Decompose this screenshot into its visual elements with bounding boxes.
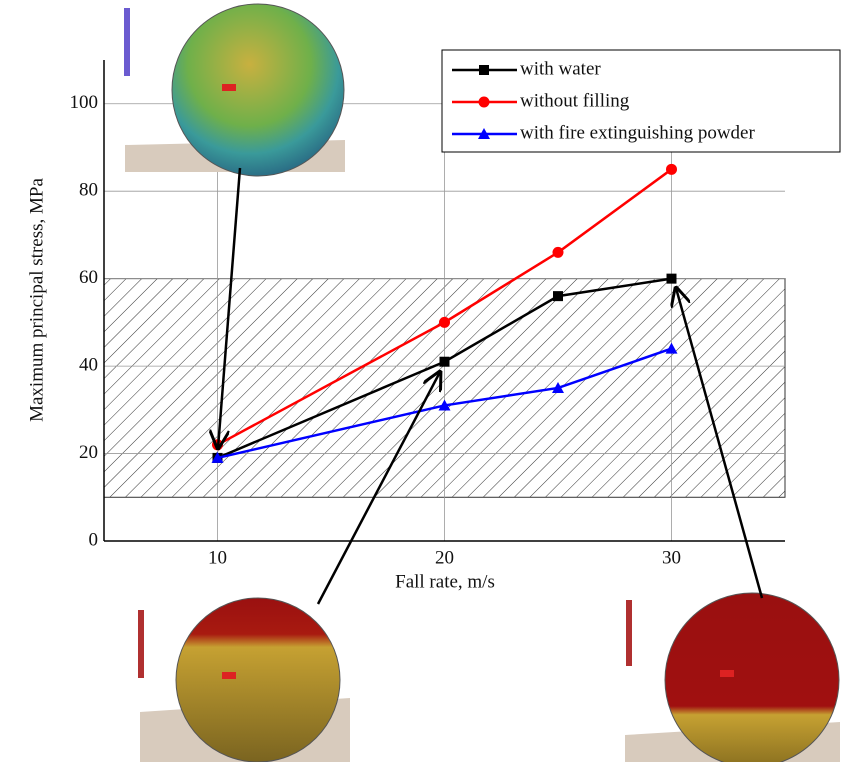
legend-label: without filling bbox=[520, 90, 630, 111]
arrows bbox=[218, 167, 764, 605]
marker bbox=[439, 356, 450, 367]
y-tick-label: 100 bbox=[70, 92, 99, 113]
legend-label: with fire extinguishing powder bbox=[520, 122, 755, 143]
y-tick-label: 60 bbox=[79, 267, 98, 288]
marker bbox=[552, 246, 564, 258]
x-axis-label: Fall rate, m/s bbox=[395, 571, 495, 592]
marker bbox=[666, 273, 677, 284]
inset-right bbox=[625, 592, 840, 762]
plot-area: 0 20 40 60 80 100 10 20 30 bbox=[70, 60, 786, 568]
legend: with water without filling with fire extin… bbox=[441, 49, 841, 153]
y-tick-label: 40 bbox=[79, 354, 98, 375]
legend-label: with water bbox=[520, 58, 601, 79]
marker bbox=[666, 163, 677, 175]
legend-marker bbox=[478, 96, 490, 108]
marker bbox=[211, 451, 224, 463]
y-tick-label: 20 bbox=[79, 442, 98, 463]
marker bbox=[553, 291, 563, 302]
marker bbox=[438, 399, 451, 411]
marker bbox=[552, 381, 564, 393]
inset-left bbox=[138, 597, 350, 762]
y-axis-label: Maximum principal stress, MPa bbox=[26, 178, 47, 422]
x-tick-label: 10 bbox=[208, 547, 227, 568]
x-tick-label: 30 bbox=[662, 547, 681, 568]
marker bbox=[439, 316, 450, 328]
y-tick-label: 0 bbox=[89, 529, 99, 550]
inset-top bbox=[124, 3, 345, 177]
series-line bbox=[217, 347, 672, 460]
marker bbox=[665, 342, 678, 354]
legend-marker bbox=[478, 128, 490, 139]
x-tick-label: 20 bbox=[435, 547, 454, 568]
series-line bbox=[217, 277, 672, 460]
y-tick-label: 80 bbox=[79, 180, 98, 201]
legend-marker bbox=[479, 65, 489, 75]
series-line bbox=[216, 168, 673, 446]
